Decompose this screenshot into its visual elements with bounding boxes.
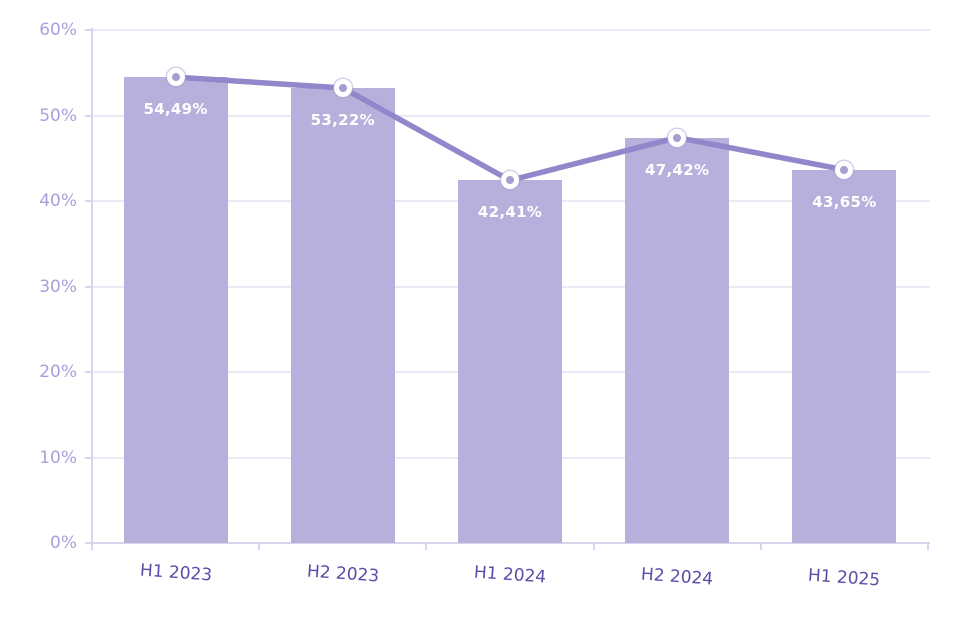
gridline (92, 29, 930, 31)
bar-h2-2024[interactable] (625, 137, 730, 543)
bar-h1-2025[interactable] (792, 169, 897, 543)
y-axis-line (91, 28, 93, 550)
y-axis-tick (85, 200, 92, 202)
line-point-h1-2025[interactable] (835, 160, 854, 179)
x-axis-tick-label: H1 2025 (807, 565, 882, 591)
y-axis-tick (85, 456, 92, 459)
line-path (172, 74, 848, 184)
line-point-h1-2023[interactable] (166, 68, 185, 87)
y-axis-tick-label: 0% (50, 533, 77, 553)
x-axis-tick (927, 543, 929, 550)
y-axis-tick (85, 542, 92, 544)
x-axis-tick-label: H1 2024 (473, 562, 547, 588)
y-axis-tick-label: 10% (39, 447, 77, 468)
line-point-h2-2023[interactable] (333, 78, 352, 97)
y-axis-tick-label: 40% (39, 191, 77, 211)
y-axis-tick-label: 60% (39, 20, 77, 40)
x-axis-tick-label: H1 2023 (138, 560, 213, 586)
bar-h2-2023[interactable] (290, 87, 395, 543)
y-axis-tick (85, 371, 92, 373)
line-point-h1-2024[interactable] (501, 171, 519, 190)
x-axis-tick (425, 543, 428, 550)
x-axis-tick-label: H2 2024 (640, 564, 714, 590)
y-axis-tick (85, 29, 92, 31)
x-axis-tick (592, 543, 595, 550)
y-axis-tick-label: 50% (39, 105, 77, 126)
bar-h1-2024[interactable] (458, 180, 562, 543)
x-axis-tick (258, 543, 261, 550)
x-axis-tick (759, 543, 762, 550)
bar-h1-2023[interactable] (123, 77, 228, 543)
y-axis-tick-label: 30% (39, 276, 77, 297)
y-axis-tick (85, 285, 92, 288)
line-point-h2-2024[interactable] (668, 128, 687, 147)
x-axis-tick-label: H2 2023 (306, 561, 380, 587)
y-axis-tick-label: 20% (39, 362, 77, 382)
y-axis-tick (85, 114, 92, 117)
